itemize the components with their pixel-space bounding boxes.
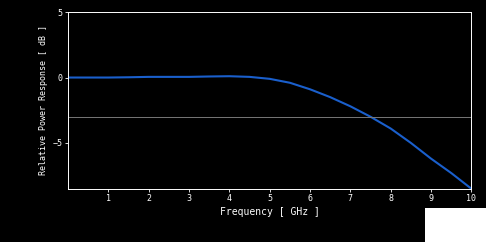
X-axis label: Frequency [ GHz ]: Frequency [ GHz ]	[220, 207, 320, 218]
Y-axis label: Relative Power Response [ dB ]: Relative Power Response [ dB ]	[39, 25, 48, 175]
